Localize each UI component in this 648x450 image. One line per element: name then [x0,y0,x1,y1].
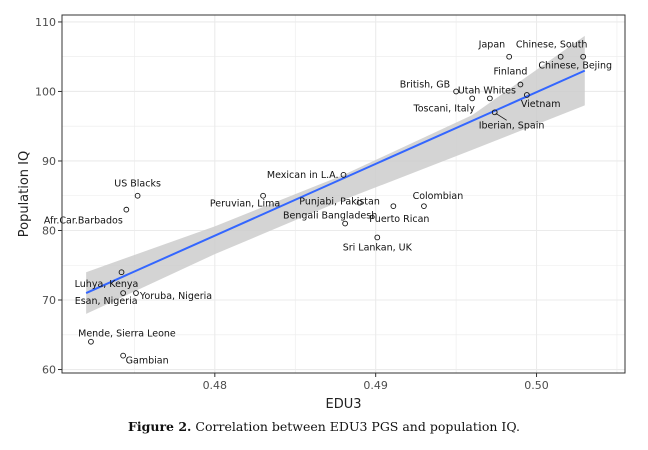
data-point [133,290,139,296]
regression-line [85,69,586,294]
point-label: British, GB [400,79,450,90]
x-tick-label: 0.49 [363,379,388,392]
figure-caption-text: Correlation between EDU3 PGS and populat… [195,419,520,434]
point-label: Gambian [126,356,169,367]
data-point [88,338,94,345]
data-point [342,220,348,227]
confidence-band-layer [86,35,585,314]
data-point [453,88,459,95]
y-tick-label: 80 [42,224,56,237]
data-point [390,203,397,210]
point-label: Afr.Car.Barbados [44,216,123,227]
label-leader-line [495,112,507,121]
scatter-chart: Japan Chinese, South Chinese, Bejing Finlan… [17,14,626,412]
confidence-band [86,35,585,314]
data-point [260,192,266,199]
plot-panel-border [61,14,626,374]
data-point [340,172,347,178]
point-label: US Blacks [114,179,161,190]
data-point [491,109,498,116]
point-label: Luhya, Kenya [75,279,139,290]
points-layer [88,53,587,359]
data-point [580,53,587,60]
data-point [123,206,130,213]
point-label: Sri Lankan, UK [343,242,413,253]
point-label: Bengali Bangladesh [283,211,377,222]
data-point [421,203,427,210]
point-label: Puerto Rican [369,214,429,225]
point-label: Vietnam [521,99,561,110]
point-label: Mexican in L.A. [267,170,339,181]
point-label: Utah Whites [458,85,516,96]
point-label: Toscani, Italy [413,103,476,114]
data-point [118,269,125,276]
y-tick-label: 60 [42,364,56,377]
point-label: Yoruba, Nigeria [139,291,212,302]
figure-caption-label: Figure 2. [128,419,192,434]
point-label: Chinese, Bejing [538,61,612,72]
data-point [506,53,513,60]
data-point [374,234,381,241]
point-label: Iberian, Spain [479,120,545,131]
point-label: Finland [493,67,527,78]
point-labels-layer: Japan Chinese, South Chinese, Bejing Finlan… [44,40,612,367]
point-label: Punjabi, Pakistan [299,197,380,208]
data-point [469,95,476,102]
point-label: Chinese, South [516,40,588,51]
x-tick-label: 0.50 [524,379,549,392]
data-point [557,53,564,60]
point-label: Japan [478,40,506,51]
y-tick-label: 70 [42,294,56,307]
fit-line-layer [85,69,586,294]
figure-caption: Figure 2. Correlation between EDU3 PGS a… [0,419,648,434]
data-point [356,199,363,206]
y-tick-label: 90 [42,155,56,168]
data-point [517,81,524,88]
data-point [120,290,126,296]
point-label: Colombian [413,191,464,202]
x-tick-label: 0.48 [203,379,228,392]
data-point [134,192,141,199]
y-tick-label: 110 [35,16,56,29]
x-axis-title: EDU3 [325,397,361,412]
point-label: Esan, Nigeria [75,296,138,307]
point-label: Mende, Sierra Leone [78,329,176,340]
axes-layer: 60 70 80 90 100 110 0.48 0.49 0.50 [35,14,626,392]
data-point [487,95,493,102]
data-point [524,92,530,98]
y-axis-title: Population IQ [17,151,32,238]
y-tick-label: 100 [35,85,56,98]
point-label: Peruvian, Lima [210,199,280,210]
data-point [120,352,126,359]
